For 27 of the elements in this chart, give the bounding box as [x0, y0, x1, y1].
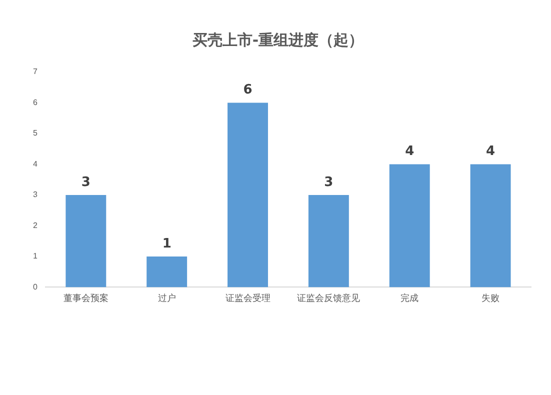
data-label: 1 — [162, 236, 172, 252]
y-tick-label: 3 — [32, 190, 38, 200]
bar — [308, 194, 349, 288]
y-tick-label: 0 — [32, 282, 38, 292]
y-tick-label: 7 — [32, 67, 38, 76]
x-tick-label: 证监会受理 — [225, 293, 270, 304]
bar — [389, 164, 430, 288]
bar — [470, 164, 511, 288]
y-tick-label: 1 — [32, 252, 38, 261]
y-tick-label: 2 — [32, 220, 38, 230]
bar — [228, 102, 268, 288]
x-tick-label: 失败 — [482, 293, 500, 304]
data-label: 3 — [81, 174, 90, 190]
chart-title: 买壳上市-重组进度（起） — [192, 30, 364, 49]
x-tick-label: 过户 — [158, 293, 176, 304]
x-tick-label: 董事会预案 — [63, 293, 108, 304]
data-label: 4 — [486, 144, 496, 160]
x-tick-label: 完成 — [400, 293, 419, 304]
data-label: 3 — [324, 174, 334, 190]
x-tick-label: 证监会反馈意见 — [297, 293, 360, 304]
bar — [66, 194, 106, 288]
y-tick-label: 5 — [32, 128, 38, 138]
data-label: 4 — [405, 144, 414, 160]
y-tick-label: 6 — [32, 98, 38, 107]
y-tick-label: 4 — [32, 159, 38, 168]
bar — [146, 256, 188, 288]
data-label: 6 — [243, 82, 252, 98]
